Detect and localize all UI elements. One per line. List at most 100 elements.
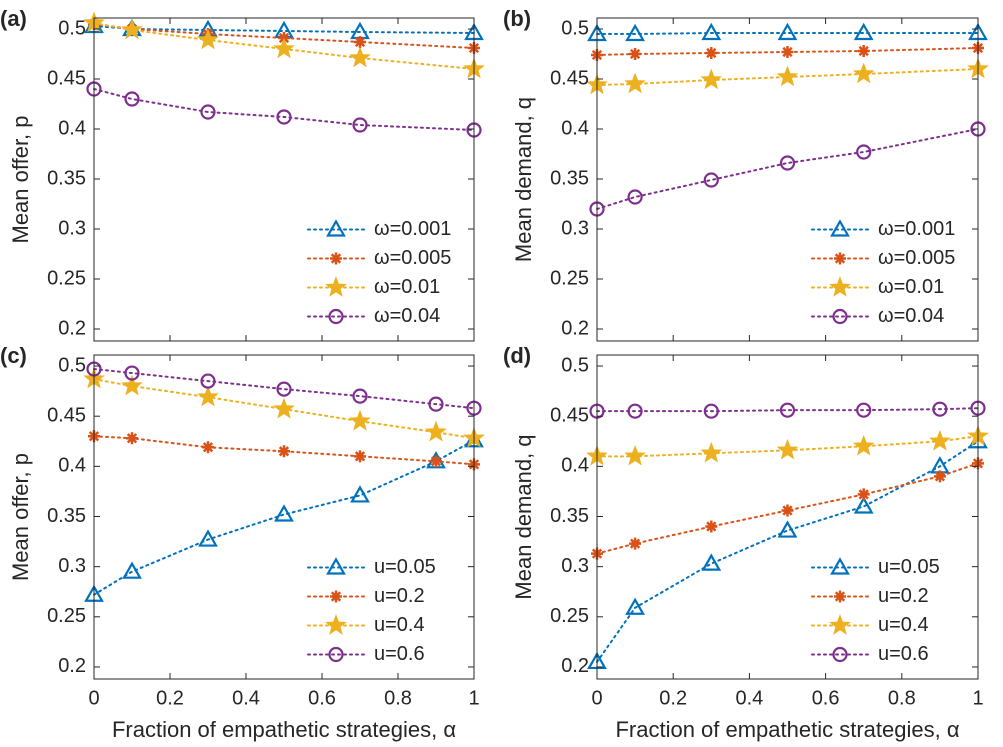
marker-triangle — [350, 485, 370, 503]
x-tick-label: 0.4 — [735, 687, 763, 709]
panel-label: (b) — [503, 6, 531, 31]
marker-asterisk — [781, 46, 794, 58]
marker-asterisk — [202, 441, 214, 454]
y-tick-label: 0.4 — [561, 455, 589, 477]
marker-star — [121, 18, 143, 40]
y-tick-label: 0.4 — [58, 455, 86, 477]
marker-star — [776, 65, 799, 87]
marker-star — [624, 444, 646, 466]
y-tick-label: 0.35 — [550, 167, 589, 189]
series-line — [596, 440, 979, 663]
legend-label: ω=0.04 — [878, 305, 944, 327]
marker-circle — [200, 104, 216, 120]
marker-circle — [856, 402, 872, 418]
y-tick-label: 0.45 — [47, 67, 86, 89]
marker-asterisk — [354, 450, 366, 463]
y-tick-label: 0.5 — [58, 17, 86, 39]
marker-star — [349, 409, 371, 431]
y-tick-label: 0.3 — [561, 555, 589, 577]
plot-area — [94, 18, 474, 341]
legend-marker — [830, 557, 850, 575]
marker-star — [624, 72, 646, 94]
marker-asterisk — [857, 45, 870, 57]
marker-asterisk — [857, 488, 870, 501]
panel-label: (d) — [503, 343, 531, 368]
marker-circle — [703, 403, 719, 419]
marker-triangle — [122, 561, 142, 579]
x-tick-label: 0.8 — [888, 687, 916, 709]
marker-circle — [779, 155, 796, 171]
legend-label: u=0.2 — [374, 585, 425, 607]
marker-triangle — [274, 504, 294, 522]
y-tick-label: 0.25 — [550, 605, 589, 627]
marker-circle — [779, 402, 796, 418]
y-tick-label: 0.2 — [561, 655, 589, 677]
marker-circle — [124, 91, 140, 107]
y-tick-label: 0.45 — [550, 404, 589, 426]
y-axis-label: Mean offer, p — [8, 115, 33, 243]
legend-label: u=0.4 — [878, 614, 929, 636]
marker-circle — [627, 403, 643, 419]
marker-asterisk — [629, 48, 642, 60]
y-tick-label: 0.35 — [47, 505, 86, 527]
legend-label: u=0.6 — [878, 643, 929, 665]
legend-marker — [328, 308, 344, 325]
y-tick-label: 0.4 — [561, 117, 589, 139]
legend-label: ω=0.005 — [374, 247, 451, 269]
x-tick-label: 0.2 — [156, 687, 184, 709]
x-tick-label: 1 — [468, 687, 479, 709]
y-axis-label: Mean offer, p — [8, 453, 33, 581]
marker-triangle — [853, 496, 874, 514]
y-axis-label: Mean demand, q — [511, 434, 536, 599]
legend-label: ω=0.001 — [878, 218, 955, 240]
marker-circle — [856, 144, 872, 160]
panel-label: (c) — [0, 343, 27, 368]
legend-marker — [832, 646, 848, 663]
marker-asterisk — [629, 537, 642, 550]
marker-circle — [276, 381, 292, 397]
y-tick-label: 0.35 — [550, 505, 589, 527]
marker-star — [700, 68, 723, 90]
legend-marker — [829, 276, 851, 297]
marker-triangle — [625, 23, 645, 42]
marker-circle — [352, 117, 368, 133]
marker-circle — [932, 401, 948, 417]
legend-marker — [829, 614, 851, 635]
y-tick-label: 0.3 — [58, 555, 86, 577]
marker-star — [197, 28, 219, 50]
y-tick-label: 0.2 — [561, 317, 589, 339]
y-tick-label: 0.4 — [58, 117, 86, 139]
series-line — [596, 407, 979, 413]
y-tick-label: 0.25 — [550, 267, 589, 289]
legend-marker — [328, 646, 344, 663]
marker-asterisk — [354, 36, 366, 48]
marker-star — [273, 37, 295, 59]
marker-circle — [276, 109, 292, 125]
series-line — [596, 47, 979, 56]
y-tick-label: 0.5 — [58, 354, 86, 376]
marker-triangle — [853, 22, 874, 41]
y-tick-label: 0.2 — [58, 655, 86, 677]
axes-box — [93, 354, 475, 680]
legend-label: ω=0.001 — [374, 218, 451, 240]
legend-marker — [832, 308, 848, 325]
y-tick-label: 0.25 — [47, 605, 86, 627]
marker-star — [852, 434, 875, 456]
panel-label: (a) — [0, 6, 27, 31]
y-tick-label: 0.3 — [58, 217, 86, 239]
marker-asterisk — [705, 47, 718, 59]
y-tick-label: 0.5 — [561, 354, 589, 376]
marker-star — [852, 62, 875, 84]
y-tick-label: 0.35 — [47, 167, 86, 189]
x-tick-label: 1 — [972, 687, 983, 709]
marker-circle — [428, 396, 444, 412]
axes-box — [596, 354, 979, 680]
marker-asterisk — [705, 520, 718, 533]
marker-triangle — [198, 529, 218, 547]
y-tick-label: 0.5 — [561, 17, 589, 39]
series-line — [596, 32, 979, 35]
legend-label: u=0.05 — [878, 556, 940, 578]
series-line — [596, 68, 979, 86]
marker-star — [121, 374, 143, 396]
